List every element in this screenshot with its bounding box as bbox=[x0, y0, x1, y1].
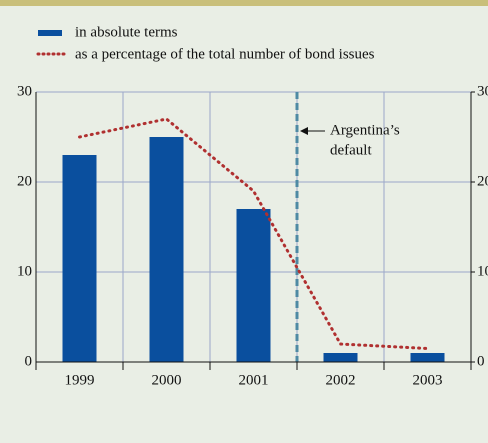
y-tick-label: 0 bbox=[25, 353, 33, 369]
annotation-arrowhead bbox=[300, 127, 308, 135]
bar bbox=[62, 155, 97, 362]
x-tick-label: 2001 bbox=[239, 372, 269, 388]
y2-tick-label: 0 bbox=[477, 353, 485, 369]
x-tick-label: 2000 bbox=[152, 372, 182, 388]
y2-tick-label: 10 bbox=[477, 263, 488, 279]
bar bbox=[323, 353, 358, 362]
y-tick-label: 10 bbox=[17, 263, 32, 279]
annotation: default bbox=[330, 142, 372, 158]
bar bbox=[410, 353, 445, 362]
bar bbox=[149, 137, 184, 362]
line bbox=[78, 117, 429, 350]
legend-label: in absolute terms bbox=[75, 24, 178, 40]
x-tick-label: 2002 bbox=[326, 372, 356, 388]
bar bbox=[236, 209, 271, 362]
top-band bbox=[0, 0, 488, 6]
legend-label: as a percentage of the total number of b… bbox=[75, 46, 375, 62]
y2-tick-label: 20 bbox=[477, 173, 488, 189]
annotation: Argentina’s bbox=[330, 122, 400, 138]
x-tick-label: 1999 bbox=[65, 372, 95, 388]
y-tick-label: 20 bbox=[17, 173, 32, 189]
y-tick-label: 30 bbox=[17, 83, 32, 99]
x-tick-label: 2003 bbox=[413, 372, 443, 388]
y2-tick-label: 30 bbox=[477, 83, 488, 99]
legend-swatch-bar bbox=[38, 30, 62, 36]
